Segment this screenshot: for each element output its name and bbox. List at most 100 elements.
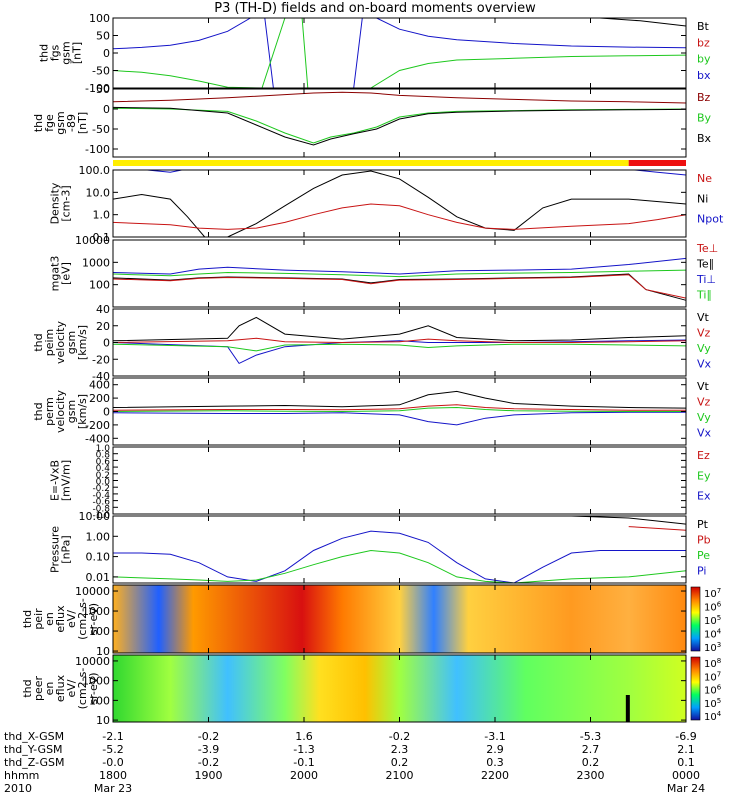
ytick-label: 200 bbox=[89, 392, 110, 405]
series-pressure-Pe bbox=[112, 549, 687, 584]
legend-density-Npot: Npot bbox=[697, 213, 724, 226]
series-ivel-Vx bbox=[112, 411, 686, 426]
series-eevel-Vy bbox=[112, 343, 687, 352]
xlabel-value: 0.2 bbox=[581, 756, 600, 769]
ytick-label: 0.10 bbox=[86, 551, 111, 564]
series-density-Ne bbox=[112, 203, 687, 230]
xlabel-row-name: thd_X-GSM bbox=[4, 730, 65, 743]
spectrogram-elspec bbox=[113, 655, 686, 722]
ytick-label: 20 bbox=[96, 320, 110, 333]
legend-eevel-Vt: Vt bbox=[697, 311, 710, 324]
ytick-label: 1000 bbox=[82, 256, 110, 269]
xlabel-value: 1800 bbox=[99, 769, 127, 782]
ylabel-efield: [mV/m] bbox=[60, 460, 73, 501]
ytick-label: 0.6 bbox=[96, 457, 111, 467]
ytick-label: 1.00 bbox=[86, 530, 111, 543]
legend-fgh-Bz: Bz bbox=[697, 91, 711, 104]
ylabel-fgh: gsm bbox=[54, 111, 67, 134]
ytick-label: 100 bbox=[89, 12, 110, 25]
legend-temp-Ti⊥: Ti⊥ bbox=[696, 273, 716, 286]
ytick-label: 0.0 bbox=[96, 478, 111, 488]
ytick-label: 0 bbox=[103, 47, 110, 60]
legend-ivel-Vt: Vt bbox=[697, 380, 710, 393]
ylabel-pressure: [nPa] bbox=[60, 535, 73, 563]
series-fgh-Bz bbox=[112, 91, 687, 104]
legend-ivel-Vx: Vx bbox=[697, 427, 712, 440]
xlabel-value: Mar 24 bbox=[666, 782, 706, 795]
ylabel-eevel: thd bbox=[32, 333, 45, 351]
legend-pressure-Pb: Pb bbox=[697, 534, 711, 547]
colorbar-tick: 104 bbox=[704, 628, 722, 641]
ylabel-elspec: eV/ bbox=[65, 679, 78, 697]
xlabel-value: -3.1 bbox=[484, 730, 506, 743]
colorbar-tick: 106 bbox=[704, 684, 722, 697]
ytick-label: -0.4 bbox=[92, 491, 110, 501]
legend-eevel-Vz: Vz bbox=[697, 327, 711, 340]
frame-efield bbox=[112, 446, 687, 515]
ylabel-ionspec: eV/ bbox=[65, 610, 78, 628]
ylabel-pressure: Pressure bbox=[49, 526, 62, 573]
series-pressure-Pb bbox=[628, 526, 687, 531]
ylabel-eevel: [km/s] bbox=[76, 325, 89, 360]
ytick-label: 50 bbox=[96, 30, 110, 43]
ytick-label: 10000 bbox=[75, 234, 110, 247]
xlabel-value: 2.3 bbox=[390, 743, 409, 756]
legend-efield-Ex: Ex bbox=[697, 490, 711, 503]
xlabel-row-name: thd_Z-GSM bbox=[4, 756, 65, 769]
legend-temp-Te⊥: Te⊥ bbox=[696, 242, 718, 255]
series-density-Ni bbox=[112, 170, 687, 238]
series-temp-Te⊥ bbox=[112, 274, 687, 299]
ytick-label: -50 bbox=[92, 123, 110, 136]
ylabel-ionspec: eflux bbox=[54, 605, 67, 633]
xlabel-value: 0.3 bbox=[486, 756, 504, 769]
ytick-label: 1000 bbox=[82, 605, 110, 618]
ylabel-elspec: (cm2-s- bbox=[76, 668, 89, 710]
xlabel-value: 2000 bbox=[290, 769, 318, 782]
legend-temp-Te∥: Te∥ bbox=[696, 258, 714, 271]
ytick-label: -40 bbox=[92, 370, 110, 383]
legend-pressure-Pi: Pi bbox=[697, 565, 706, 578]
xlabel-row-name: hhmm bbox=[4, 769, 40, 782]
ylabel-fgs: fgs bbox=[49, 44, 62, 61]
ylabel-ivel: velocity bbox=[54, 390, 67, 433]
colorbar-tick: 107 bbox=[704, 670, 721, 683]
spectrogram-ionspec bbox=[113, 585, 686, 653]
legend-fgs-bz: bz bbox=[697, 36, 710, 49]
ytick-label: -400 bbox=[85, 432, 110, 445]
series-eevel-Vx bbox=[112, 339, 687, 365]
ytick-label: 0.4 bbox=[96, 464, 111, 474]
ytick-label: 100 bbox=[89, 625, 110, 638]
xlabel-value: 0000 bbox=[672, 769, 700, 782]
series-temp-Ti∥ bbox=[112, 269, 687, 278]
ytick-label: 1.0 bbox=[96, 444, 111, 454]
panel-efield: 1.00.80.60.40.20.0-0.2-0.4-0.6-0.8-1.0 E=… bbox=[49, 444, 711, 521]
series-ivel-Vy bbox=[112, 406, 686, 413]
xlabel-value: -0.1 bbox=[293, 756, 315, 769]
ytick-label: -100 bbox=[85, 82, 110, 95]
ytick-label: -50 bbox=[92, 65, 110, 78]
legend-fgs-by: by bbox=[697, 53, 711, 66]
ytick-label: 10000 bbox=[75, 655, 110, 668]
ytick-label: 10000 bbox=[75, 585, 110, 598]
ylabel-elspec: thd bbox=[21, 679, 34, 697]
xlabel-value: Mar 23 bbox=[93, 782, 133, 795]
xlabel-value: 2200 bbox=[481, 769, 509, 782]
xlabel-value: 2.7 bbox=[581, 743, 600, 756]
ylabel-fgh: -89 bbox=[65, 114, 78, 132]
panel-temp: 10000 1000 100 mgat3[eV] Te⊥ Te∥ Ti⊥ Ti∥ bbox=[49, 234, 718, 308]
panel-density: 100.0 10.0 1.0 0.1 Density[cm-3] Ne Ni Npot bbox=[49, 164, 724, 244]
colorbar-tick: 104 bbox=[704, 710, 722, 723]
panel-pressure: 10.00 1.00 0.10 0.01 Pressure[nPa] Pt Pb Pe Pi bbox=[49, 510, 711, 584]
ytick-label: -20 bbox=[92, 353, 110, 366]
ylabel-fgs: thd bbox=[38, 44, 51, 62]
xlabel-value: 1.6 bbox=[295, 730, 313, 743]
colorbar-ionspec bbox=[690, 586, 701, 652]
ytick-label: 0 bbox=[103, 406, 110, 419]
legend-pressure-Pt: Pt bbox=[697, 518, 709, 531]
ylabel-elspec: eflux bbox=[54, 674, 67, 702]
xlabel-value: -0.2 bbox=[197, 756, 220, 769]
frame-density bbox=[112, 169, 687, 238]
